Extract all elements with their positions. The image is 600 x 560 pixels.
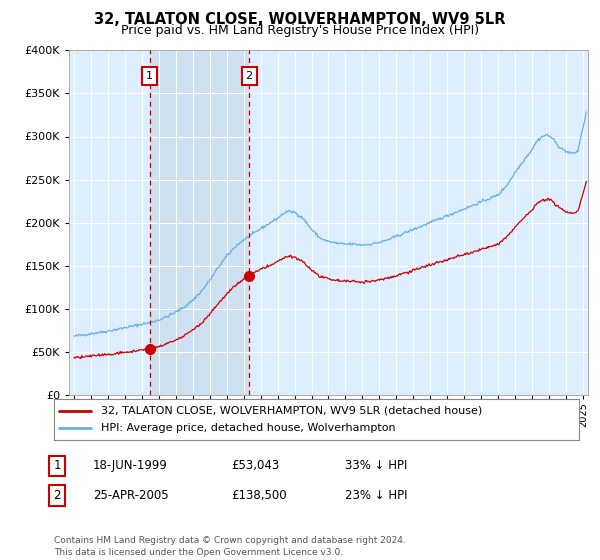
Text: 1: 1: [53, 459, 61, 473]
Text: 18-JUN-1999: 18-JUN-1999: [93, 459, 168, 473]
Text: £53,043: £53,043: [231, 459, 279, 473]
Text: 25-APR-2005: 25-APR-2005: [93, 489, 169, 502]
Text: 33% ↓ HPI: 33% ↓ HPI: [345, 459, 407, 473]
Text: HPI: Average price, detached house, Wolverhampton: HPI: Average price, detached house, Wolv…: [101, 423, 396, 433]
Text: 32, TALATON CLOSE, WOLVERHAMPTON, WV9 5LR: 32, TALATON CLOSE, WOLVERHAMPTON, WV9 5L…: [94, 12, 506, 27]
Text: 32, TALATON CLOSE, WOLVERHAMPTON, WV9 5LR (detached house): 32, TALATON CLOSE, WOLVERHAMPTON, WV9 5L…: [101, 405, 482, 416]
Text: 2: 2: [53, 489, 61, 502]
Text: 2: 2: [245, 71, 253, 81]
Text: Price paid vs. HM Land Registry's House Price Index (HPI): Price paid vs. HM Land Registry's House …: [121, 24, 479, 36]
Text: 1: 1: [146, 71, 153, 81]
Text: £138,500: £138,500: [231, 489, 287, 502]
Text: 23% ↓ HPI: 23% ↓ HPI: [345, 489, 407, 502]
Bar: [150, 50, 249, 395]
Text: Contains HM Land Registry data © Crown copyright and database right 2024.
This d: Contains HM Land Registry data © Crown c…: [54, 536, 406, 557]
